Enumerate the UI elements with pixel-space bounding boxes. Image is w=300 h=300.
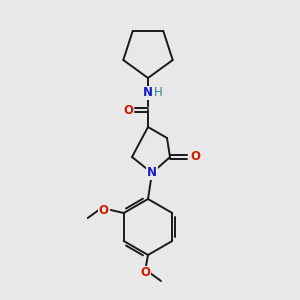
Text: O: O (190, 151, 200, 164)
Text: H: H (154, 86, 162, 100)
Text: O: O (99, 203, 109, 217)
Text: O: O (123, 103, 133, 116)
Text: N: N (143, 86, 153, 100)
Text: O: O (140, 266, 150, 280)
Text: N: N (147, 167, 157, 179)
